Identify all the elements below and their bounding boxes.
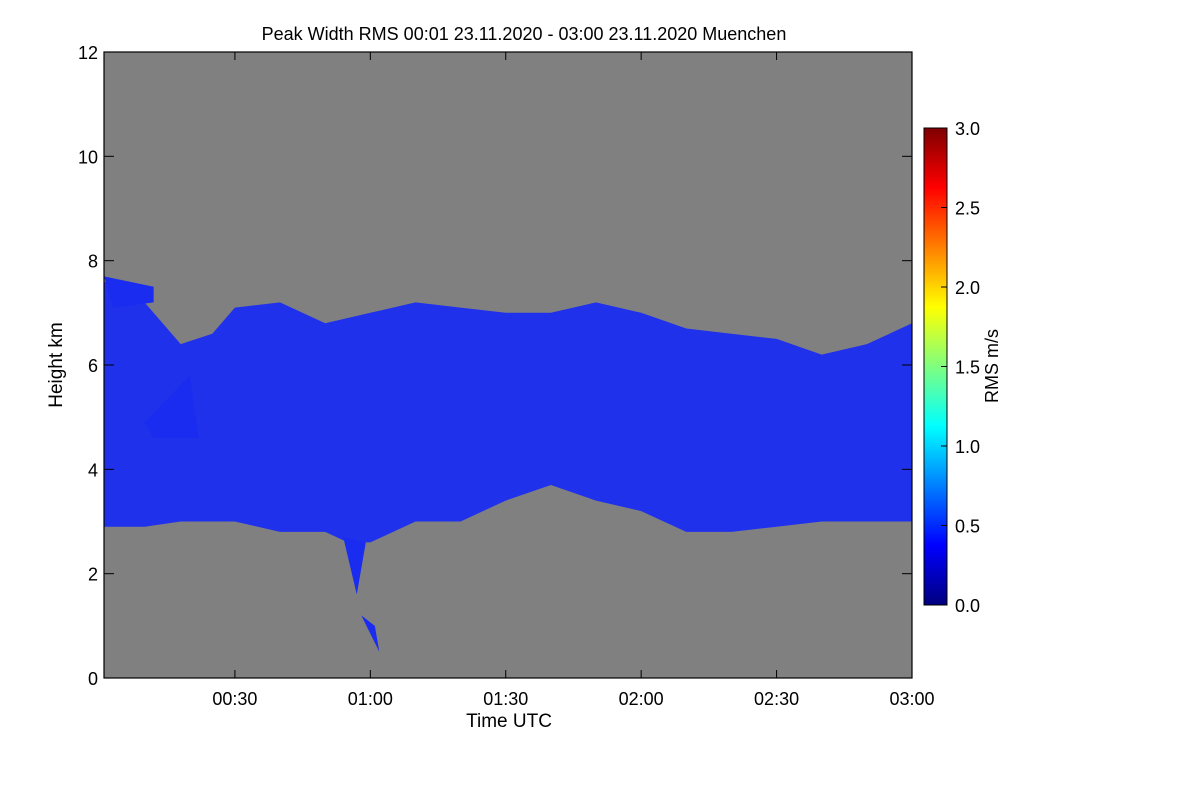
x-tick-label-5: 03:00 (889, 689, 934, 709)
chart-title: Peak Width RMS 00:01 23.11.2020 - 03:00 … (262, 24, 787, 44)
y-tick-label-0: 0 (88, 669, 98, 689)
x-axis-ticks: 00:30 01:00 01:30 02:00 02:30 03:00 (212, 52, 935, 709)
colorbar-tick-label-1: 0.5 (955, 517, 980, 537)
y-tick-label-3: 6 (88, 356, 98, 376)
plot-area: 00:30 01:00 01:30 02:00 02:30 03:00 0 2 4 6 8 10 12 (78, 43, 935, 709)
colorbar-tick-label-2: 1.0 (955, 437, 980, 457)
y-axis-ticks: 0 2 4 6 8 10 12 (78, 43, 912, 689)
x-tick-label-2: 01:30 (483, 689, 528, 709)
radar-echo-fall-streak (343, 537, 380, 652)
colorbar-tick-label-5: 2.5 (955, 199, 980, 219)
colorbar-label: RMS m/s (982, 329, 1002, 403)
colorbar-tick-label-4: 2.0 (955, 278, 980, 298)
colorbar-tick-label-3: 1.5 (955, 358, 980, 378)
radar-echo-layer (104, 281, 912, 543)
radar-echo-patch-mid (144, 375, 199, 439)
y-tick-label-4: 8 (88, 252, 98, 272)
y-tick-label-2: 4 (88, 460, 98, 480)
y-tick-label-6: 12 (78, 43, 98, 63)
x-tick-label-3: 02:00 (619, 689, 664, 709)
x-axis-label: Time UTC (466, 711, 552, 732)
y-tick-label-1: 2 (88, 565, 98, 585)
y-tick-label-5: 10 (78, 147, 98, 167)
x-tick-label-0: 00:30 (212, 689, 257, 709)
colorbar-ticks: 0.0 0.5 1.0 1.5 2.0 2.5 3.0 (941, 119, 980, 616)
y-axis-label: Height km (46, 322, 67, 408)
colorbar: 0.0 0.5 1.0 1.5 2.0 2.5 3.0 RMS m/s (923, 119, 1002, 616)
colorbar-tick-label-6: 3.0 (955, 119, 980, 139)
x-tick-label-1: 01:00 (348, 689, 393, 709)
radar-echo-patch-left (104, 276, 154, 308)
x-tick-label-4: 02:30 (754, 689, 799, 709)
colorbar-tick-label-0: 0.0 (955, 596, 980, 616)
